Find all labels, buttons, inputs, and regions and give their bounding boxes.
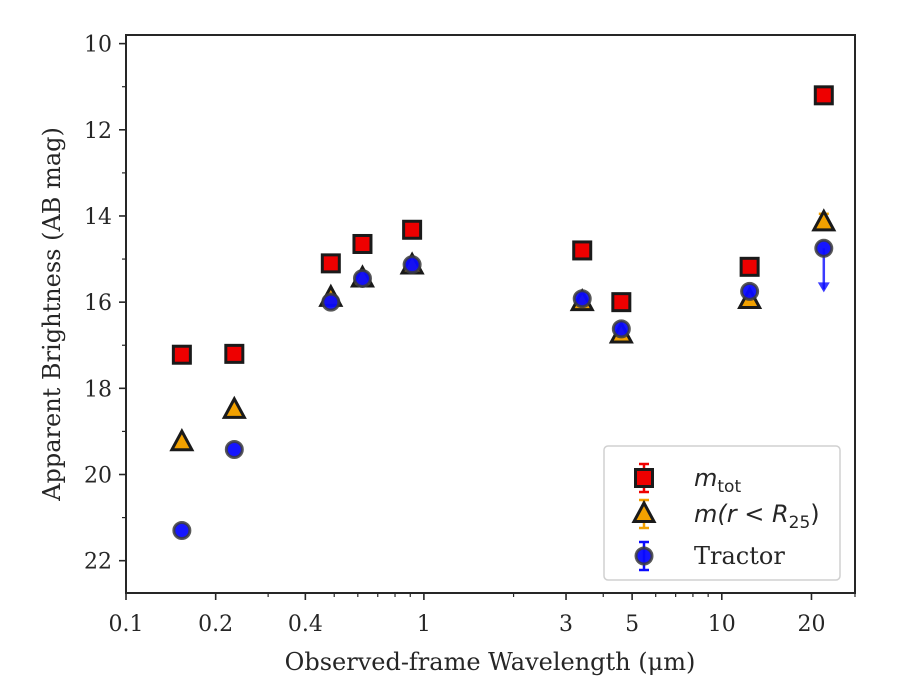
tractor-point xyxy=(572,289,592,309)
mtot-point xyxy=(352,233,373,254)
mr25-point xyxy=(169,428,195,452)
axis-ticks: 0.1 0.2 0.4 1 3 5 10 20 10 12 14 16 18 20 22 xyxy=(84,33,856,637)
legend-label-tractor: Tractor xyxy=(694,542,785,570)
y-axis-label: Apparent Brightness (AB mag) xyxy=(38,127,66,502)
mtot-point xyxy=(813,85,834,106)
tractor-point xyxy=(611,319,631,339)
y-tick-label: 14 xyxy=(84,205,112,230)
y-tick-label: 20 xyxy=(84,464,112,489)
mtot-point xyxy=(611,292,632,313)
mtot-point xyxy=(739,256,760,277)
y-tick-label: 22 xyxy=(84,550,112,575)
x-tick-label: 0.4 xyxy=(288,612,323,637)
mtot-point xyxy=(224,343,245,364)
mr25-point xyxy=(811,208,837,232)
y-tick-label: 16 xyxy=(84,291,112,316)
tractor-point xyxy=(352,268,372,288)
legend-label-mr25: m(r < R25) xyxy=(694,500,820,533)
mtot-point xyxy=(402,219,423,240)
mtot-point xyxy=(320,253,341,274)
x-tick-label: 20 xyxy=(797,612,825,637)
x-tick-label: 0.2 xyxy=(198,612,233,637)
x-tick-label: 5 xyxy=(625,612,639,637)
legend-marker-mtot xyxy=(634,468,654,488)
tractor-point xyxy=(172,521,192,541)
x-tick-label: 0.1 xyxy=(109,612,144,637)
data-marks xyxy=(169,85,837,541)
legend-frame xyxy=(603,445,841,581)
x-tick-label: 1 xyxy=(417,612,431,637)
tractor-point xyxy=(402,255,422,275)
tractor-point xyxy=(814,238,834,258)
legend-marker-tractor xyxy=(634,546,654,566)
tractor-point xyxy=(321,292,341,312)
x-axis-label: Observed-frame Wavelength (μm) xyxy=(285,648,696,676)
y-tick-label: 12 xyxy=(84,119,112,144)
x-tick-label: 3 xyxy=(559,612,573,637)
mtot-point xyxy=(572,240,593,261)
x-tick-label: 10 xyxy=(708,612,736,637)
tractor-point xyxy=(740,281,760,301)
plot-frame xyxy=(125,34,856,594)
y-tick-label: 10 xyxy=(84,33,112,58)
tractor-point xyxy=(224,440,244,460)
y-tick-label: 18 xyxy=(84,377,112,402)
mr25-point xyxy=(221,395,247,419)
mtot-point xyxy=(171,344,192,365)
tractor-limit-arrow xyxy=(817,282,830,293)
legend-marker-mr25 xyxy=(631,499,657,523)
legend-label-mtot: mtot xyxy=(694,464,741,497)
